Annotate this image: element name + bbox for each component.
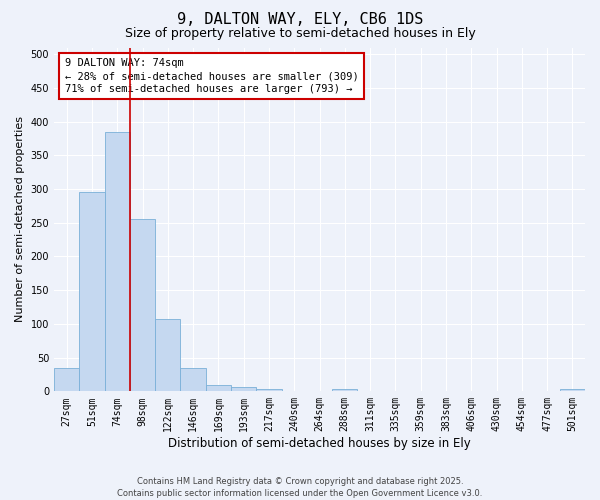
Bar	[332, 388, 358, 392]
Y-axis label: Number of semi-detached properties: Number of semi-detached properties	[15, 116, 25, 322]
Bar	[560, 388, 585, 392]
Text: 9 DALTON WAY: 74sqm
← 28% of semi-detached houses are smaller (309)
71% of semi-: 9 DALTON WAY: 74sqm ← 28% of semi-detach…	[65, 58, 358, 94]
Text: Size of property relative to semi-detached houses in Ely: Size of property relative to semi-detach…	[125, 28, 475, 40]
Bar	[181, 368, 206, 392]
Bar	[54, 368, 79, 392]
Text: Contains HM Land Registry data © Crown copyright and database right 2025.
Contai: Contains HM Land Registry data © Crown c…	[118, 476, 482, 498]
Bar	[206, 384, 231, 392]
Bar	[79, 192, 104, 392]
Bar	[130, 220, 155, 392]
Bar	[104, 132, 130, 392]
Bar	[231, 388, 256, 392]
Bar	[155, 318, 181, 392]
Bar	[256, 388, 281, 392]
X-axis label: Distribution of semi-detached houses by size in Ely: Distribution of semi-detached houses by …	[168, 437, 471, 450]
Text: 9, DALTON WAY, ELY, CB6 1DS: 9, DALTON WAY, ELY, CB6 1DS	[177, 12, 423, 28]
